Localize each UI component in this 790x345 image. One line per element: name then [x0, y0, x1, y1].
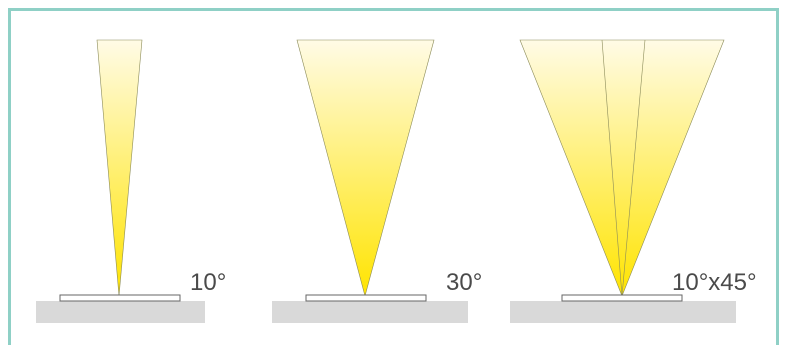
angle-label-1: 10° [190, 269, 226, 296]
light-beam-narrow [96, 39, 143, 297]
led-strip-2 [305, 294, 427, 302]
light-beam-wide [519, 39, 725, 297]
angle-label-3: 10°x45° [672, 269, 757, 296]
ground-base-2 [272, 301, 468, 323]
led-strip-3 [561, 294, 683, 302]
ground-base-1 [36, 301, 205, 323]
led-strip-1 [59, 294, 181, 302]
panel-30-degree: 30° [272, 39, 482, 323]
light-beam-medium [296, 39, 435, 298]
angle-label-2: 30° [446, 269, 482, 296]
beam-split-line-right [621, 39, 646, 297]
beam-split-line-left [601, 39, 623, 297]
ground-base-3 [510, 301, 736, 323]
panel-10x45-degree: 10°x45° [510, 39, 757, 323]
panel-10-degree: 10° [36, 39, 226, 323]
